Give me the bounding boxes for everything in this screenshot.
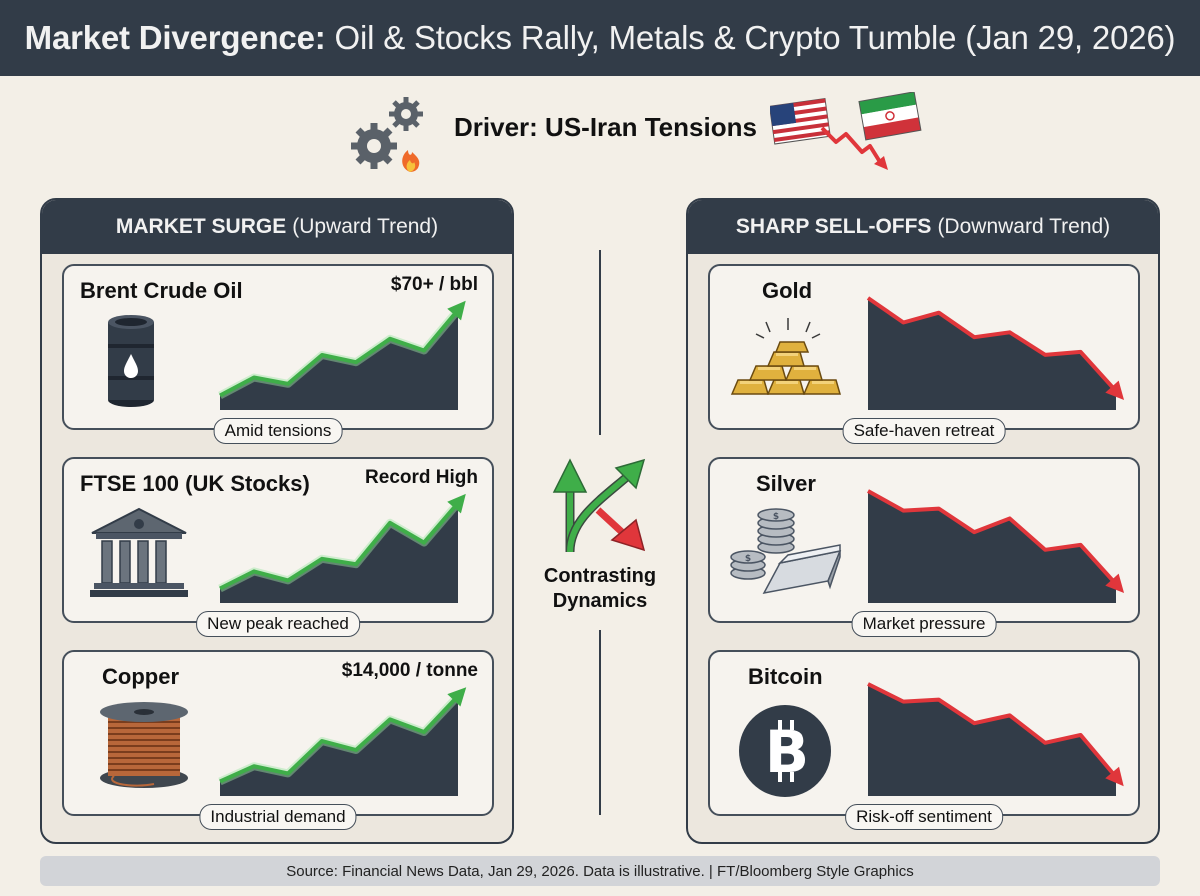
market-surge-panel: MARKET SURGE (Upward Trend) Brent Crude … [40, 198, 514, 844]
trend-line [867, 682, 1118, 779]
title-bar: Market Divergence: Oil & Stocks Rally, M… [0, 0, 1200, 76]
page-title-bold: Market Divergence: [24, 19, 326, 56]
trend-chart [867, 489, 1125, 603]
card-caption: Risk-off sentiment [845, 804, 1003, 830]
driver-label: Driver: US-Iran Tensions [454, 112, 757, 142]
bitcoin-icon: B [739, 705, 831, 797]
trend-arrowhead [447, 493, 466, 514]
iran-flag-icon [858, 92, 922, 141]
center-divider [599, 250, 601, 435]
us-iran-flags-icon [770, 92, 922, 170]
oil-barrel-icon [108, 315, 154, 407]
card-brent-crude: Brent Crude Oil $70+ / bbl Amid tensions [62, 264, 494, 444]
card-value: $14,000 / tonne [341, 660, 478, 681]
card-silver: Silver $ $ Market pressure [708, 457, 1140, 637]
center-label-line1: Contrasting [543, 565, 657, 587]
us-flag-icon [770, 98, 831, 145]
market-surge-header: MARKET SURGE (Upward Trend) [42, 200, 512, 254]
gears-fire-icon [351, 97, 423, 172]
page-title: Market Divergence: Oil & Stocks Rally, M… [25, 19, 1176, 57]
card-caption: New peak reached [196, 611, 360, 637]
trend-chart [867, 682, 1124, 796]
card-name: Copper [102, 664, 179, 689]
trend-line [219, 694, 460, 784]
copper-spool-icon [100, 702, 188, 788]
card-name: Bitcoin [748, 664, 823, 689]
trend-chart [218, 300, 466, 410]
gold-bars-icon [730, 318, 841, 395]
svg-text:$: $ [773, 512, 779, 522]
sharp-selloffs-panel: SHARP SELL-OFFS (Downward Trend) Gold [686, 198, 1160, 844]
sharp-selloffs-header: SHARP SELL-OFFS (Downward Trend) [688, 200, 1158, 254]
trend-arrowhead [1105, 573, 1125, 594]
trend-arrowhead [1105, 380, 1125, 401]
trend-chart [218, 493, 466, 603]
svg-text:B: B [765, 718, 809, 786]
card-value: $70+ / bbl [390, 274, 478, 295]
trend-area [868, 684, 1116, 796]
card-bitcoin: Bitcoin B Risk-off sentiment [708, 650, 1140, 830]
trend-line [866, 296, 1118, 393]
card-value: Record High [365, 467, 478, 488]
trend-area [220, 503, 458, 603]
market-surge-title: MARKET SURGE [115, 215, 287, 238]
trend-area [868, 298, 1116, 410]
card-name: Gold [762, 278, 813, 303]
silver-coins-bar-icon: $ $ [730, 508, 842, 595]
source-footer: Source: Financial News Data, Jan 29, 202… [40, 856, 1160, 886]
trend-arrowhead [447, 687, 467, 707]
page-title-rest: Oil & Stocks Rally, Metals & Crypto Tumb… [325, 19, 1176, 56]
card-caption: Amid tensions [213, 418, 343, 444]
card-name: Silver [756, 471, 816, 496]
card-name: Brent Crude Oil [80, 278, 243, 303]
center-divider [599, 630, 601, 815]
trend-line [219, 308, 460, 398]
trend-line [867, 489, 1118, 586]
trend-arrowhead [1105, 766, 1124, 787]
bank-building-icon [90, 507, 188, 597]
card-gold: Gold [708, 264, 1140, 444]
center-label: Contrasting Dynamics [520, 564, 680, 614]
driver-row: Driver: US-Iran Tensions [0, 92, 1200, 182]
diverging-arrows-icon [552, 458, 646, 553]
sharp-selloffs-title: SHARP SELL-OFFS [735, 215, 932, 238]
svg-text:$: $ [745, 554, 751, 564]
trend-chart [866, 296, 1125, 410]
trend-line [219, 501, 460, 591]
card-caption: Safe-haven retreat [842, 418, 1006, 444]
card-caption: Industrial demand [199, 804, 357, 830]
trend-area [868, 491, 1116, 603]
sharp-selloffs-subtitle: (Downward Trend) [937, 215, 1111, 238]
trend-chart [218, 687, 467, 796]
down-arrow-icon [820, 126, 882, 164]
card-ftse-100: FTSE 100 (UK Stocks) Record High New pea… [62, 457, 494, 637]
card-copper: Copper $14,000 / tonne Industrial demand [62, 650, 494, 830]
center-label-line2: Dynamics [552, 590, 648, 612]
market-surge-subtitle: (Upward Trend) [292, 215, 439, 238]
card-name: FTSE 100 (UK Stocks) [80, 471, 310, 496]
trend-arrowhead [447, 300, 466, 321]
card-caption: Market pressure [851, 611, 997, 637]
